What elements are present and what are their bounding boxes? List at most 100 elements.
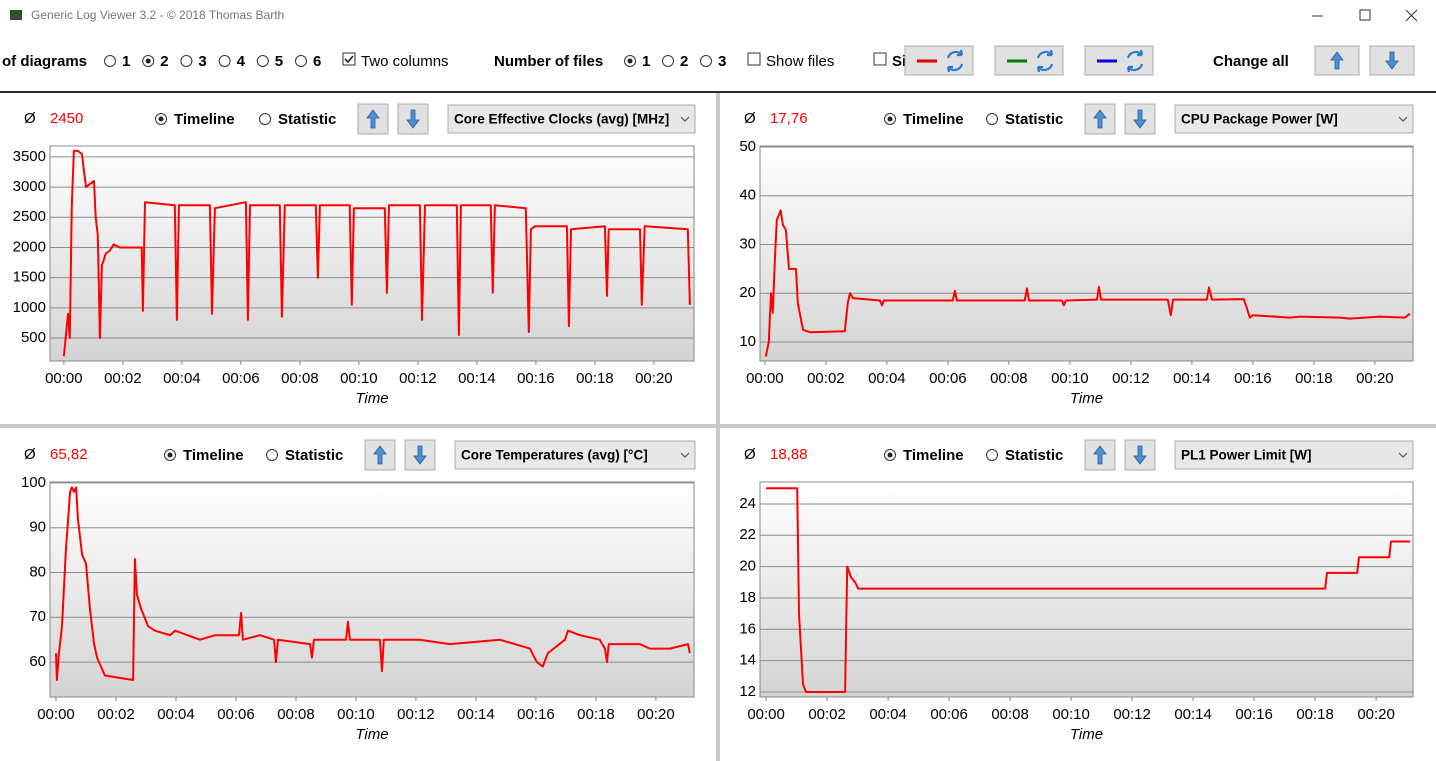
x-tick-label: 00:06	[930, 706, 968, 723]
signal-selector[interactable]	[454, 440, 696, 470]
arrow-icon	[406, 109, 420, 129]
x-tick-label: 00:04	[157, 706, 195, 723]
diagram-option: 4	[237, 53, 246, 70]
x-tick-label: 00:14	[458, 370, 496, 387]
average-value: 17,76	[770, 110, 808, 127]
window-title: Generic Log Viewer 3.2 - © 2018 Thomas B…	[31, 8, 284, 22]
dropdown-chevron	[1398, 452, 1408, 458]
radio-button[interactable]	[218, 55, 231, 67]
radio-button[interactable]	[180, 55, 193, 67]
file-color-button[interactable]	[994, 45, 1064, 76]
x-tick-label: 00:02	[807, 370, 845, 387]
arrow-icon	[1133, 445, 1147, 465]
y-tick-label: 40	[739, 187, 756, 204]
diagram-option: 2	[160, 53, 168, 70]
y-tick-label: 14	[739, 652, 756, 669]
x-tick-label: 00:04	[868, 370, 906, 387]
y-tick-label: 100	[21, 474, 46, 491]
checkbox[interactable]	[747, 52, 761, 66]
y-tick-label: 50	[739, 138, 756, 155]
y-tick-label: 20	[739, 284, 756, 301]
x-tick-label: 00:14	[457, 706, 495, 723]
diagram-option: 1	[122, 53, 130, 70]
x-tick-label: 00:08	[991, 706, 1029, 723]
x-tick-label: 00:08	[277, 706, 315, 723]
plot-area	[759, 145, 1414, 362]
radio-button[interactable]	[295, 55, 307, 67]
diagrams-label: of diagrams	[2, 53, 87, 70]
radio-dot	[627, 58, 633, 64]
x-tick-label: 00:06	[222, 370, 260, 387]
timeline-option: Timeline	[183, 447, 244, 464]
x-tick-label: 00:04	[163, 370, 201, 387]
radio-button[interactable]	[104, 55, 116, 67]
move-down-button[interactable]	[397, 103, 429, 135]
y-tick-label: 70	[29, 608, 46, 625]
y-tick-label: 3000	[13, 178, 46, 195]
y-tick-label: 60	[29, 653, 46, 670]
file-option: 2	[680, 53, 688, 70]
radio-button[interactable]	[266, 449, 278, 461]
signal-selector-value: Core Effective Clocks (avg) [MHz]	[454, 112, 669, 127]
toolbar: of diagrams 1 2 3 4 5 6 Two columns Number of fi…	[2, 45, 1415, 76]
y-tick-label: 20	[739, 558, 756, 575]
x-tick-label: 00:18	[1295, 370, 1333, 387]
two-columns-label: Two columns	[361, 53, 449, 70]
swap-icon	[1036, 49, 1054, 73]
y-tick-label: 80	[29, 563, 46, 580]
timeline-option: Timeline	[903, 447, 964, 464]
x-tick-label: 00:08	[281, 370, 319, 387]
x-tick-label: 00:18	[1296, 706, 1334, 723]
signal-selector[interactable]	[447, 104, 696, 134]
x-tick-label: 00:16	[517, 370, 555, 387]
radio-dot	[887, 116, 893, 122]
x-tick-label: 00:14	[1173, 370, 1211, 387]
signal-selector[interactable]	[1174, 104, 1414, 134]
y-tick-label: 18	[739, 589, 756, 606]
x-tick-label: 00:02	[808, 706, 846, 723]
radio-dot	[158, 116, 164, 122]
y-tick-label: 90	[29, 519, 46, 536]
radio-button[interactable]	[986, 113, 998, 125]
x-tick-label: 00:20	[1357, 706, 1395, 723]
radio-dot	[887, 452, 893, 458]
radio-button[interactable]	[662, 55, 674, 67]
files-label: Number of files	[494, 53, 603, 70]
x-tick-label: 00:20	[637, 706, 675, 723]
data-line	[766, 487, 1410, 693]
signal-selector[interactable]	[1174, 440, 1414, 470]
x-tick-label: 00:14	[1174, 706, 1212, 723]
radio-button[interactable]	[700, 55, 712, 67]
x-axis-label: Time	[1070, 726, 1103, 743]
x-tick-label: 00:16	[517, 706, 555, 723]
y-tick-label: 24	[739, 495, 756, 512]
file-color-button[interactable]	[904, 45, 974, 76]
x-axis-label: Time	[355, 726, 388, 743]
y-tick-label: 10	[739, 333, 756, 350]
close-button[interactable]	[1405, 9, 1418, 22]
radio-button[interactable]	[986, 449, 998, 461]
arrow-icon	[1133, 109, 1147, 129]
plot-area	[49, 145, 695, 362]
radio-dot	[145, 58, 151, 64]
arrow-icon	[373, 445, 387, 465]
checkbox[interactable]	[873, 52, 887, 66]
file-color-button[interactable]	[1084, 45, 1154, 76]
x-tick-label: 00:00	[746, 370, 784, 387]
diagram-panel: Ø 18,88 Timeline Statistic PL1 Power Limit […	[739, 439, 1414, 743]
radio-button[interactable]	[259, 113, 271, 125]
x-tick-label: 00:02	[104, 370, 142, 387]
maximize-button[interactable]	[1359, 9, 1371, 21]
checkbox[interactable]	[342, 52, 356, 66]
dropdown-chevron	[680, 116, 690, 122]
x-tick-label: 00:10	[1051, 370, 1089, 387]
diagram-panel: Ø 17,76 Timeline Statistic CPU Package Power…	[739, 103, 1414, 407]
swap-icon	[946, 49, 964, 73]
signal-selector-value: Core Temperatures (avg) [°C]	[461, 448, 648, 463]
arrow-icon	[413, 445, 427, 465]
timeline-option: Timeline	[903, 111, 964, 128]
statistic-option: Statistic	[1005, 111, 1063, 128]
average-symbol: Ø	[744, 110, 756, 127]
radio-button[interactable]	[256, 55, 269, 67]
